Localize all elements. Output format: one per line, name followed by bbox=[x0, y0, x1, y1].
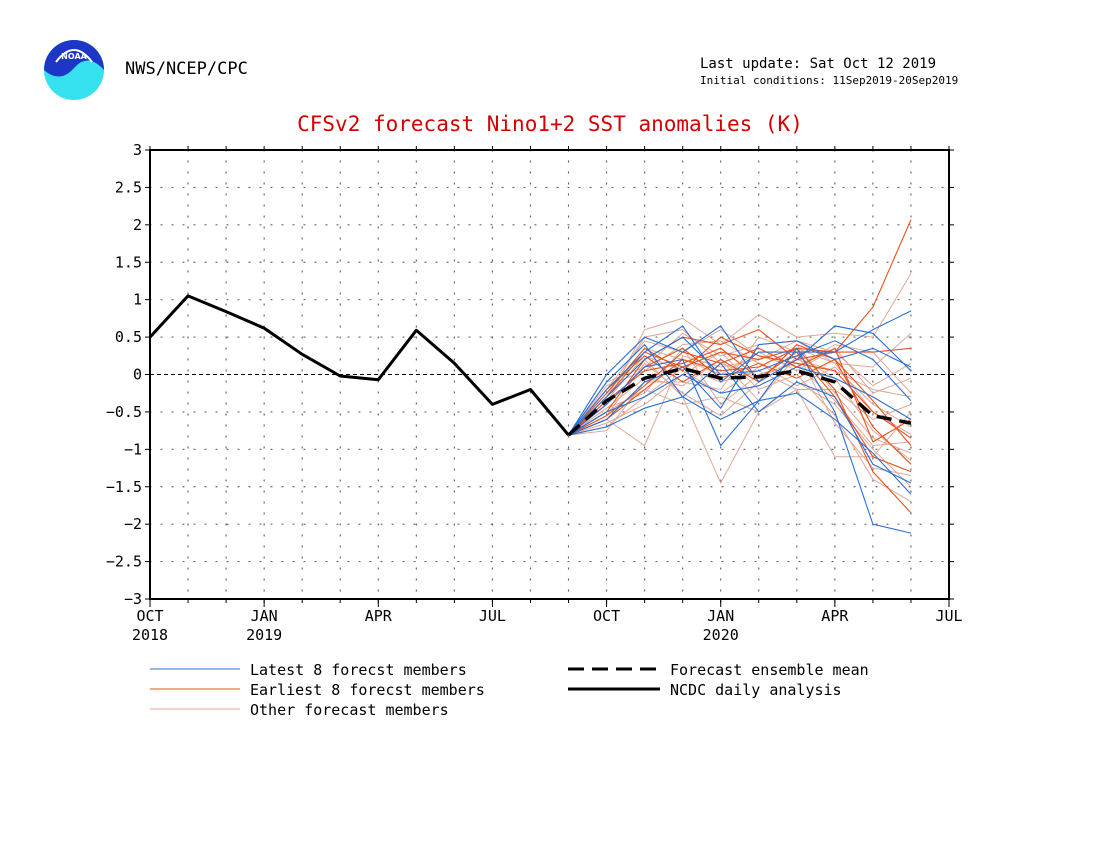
x-tick-label: OCT bbox=[593, 607, 620, 625]
y-tick-label: 2.5 bbox=[115, 178, 142, 196]
series-latest-member bbox=[568, 325, 912, 436]
y-tick-label: 0.5 bbox=[115, 328, 142, 346]
last-update: Last update: Sat Oct 12 2019 bbox=[700, 56, 937, 72]
legend: Latest 8 forecst members Earliest 8 fore… bbox=[150, 661, 869, 719]
y-tick-label: 1.5 bbox=[115, 253, 142, 271]
x-tick-year-label: 2020 bbox=[703, 626, 739, 644]
series-latest-member bbox=[568, 336, 912, 436]
series-ensemble-mean bbox=[567, 366, 912, 437]
y-tick-label: 1 bbox=[133, 291, 142, 309]
y-tick-label: −3 bbox=[124, 590, 142, 608]
initial-conditions: Initial conditions: 11Sep2019-20Sep2019 bbox=[700, 74, 959, 87]
plot-area: −3−2.5−2−1.5−1−0.500.511.522.53OCT2018JA… bbox=[106, 141, 963, 644]
legend-label-earliest: Earliest 8 forecst members bbox=[250, 681, 485, 699]
series-other-member bbox=[568, 329, 912, 436]
series-earliest-member bbox=[568, 343, 912, 446]
y-tick-label: −1 bbox=[124, 440, 142, 458]
y-tick-label: 2 bbox=[133, 216, 142, 234]
series-latest-member bbox=[568, 366, 912, 436]
x-tick-label: JAN bbox=[251, 607, 278, 625]
y-tick-label: −2.5 bbox=[106, 553, 142, 571]
chart-title: CFSv2 forecast Nino1+2 SST anomalies (K) bbox=[297, 112, 803, 136]
series-latest-member bbox=[568, 392, 912, 495]
y-tick-label: −0.5 bbox=[106, 403, 142, 421]
noaa-logo-text: NOAA bbox=[61, 52, 87, 61]
x-tick-label: JUL bbox=[479, 607, 506, 625]
x-tick-label: JAN bbox=[707, 607, 734, 625]
series-latest-member bbox=[568, 347, 912, 534]
y-tick-label: −2 bbox=[124, 515, 142, 533]
x-tick-label: APR bbox=[821, 607, 849, 625]
legend-label-latest: Latest 8 forecst members bbox=[250, 661, 467, 679]
legend-label-ncdc: NCDC daily analysis bbox=[670, 681, 842, 699]
y-tick-label: −1.5 bbox=[106, 478, 142, 496]
x-tick-label: APR bbox=[365, 607, 393, 625]
legend-label-other: Other forecast members bbox=[250, 701, 449, 719]
series-latest-member bbox=[568, 343, 912, 484]
series-other-member bbox=[568, 329, 912, 436]
series-latest-member bbox=[568, 310, 912, 436]
series-ncdc-analysis bbox=[148, 294, 570, 437]
legend-label-mean: Forecast ensemble mean bbox=[670, 661, 869, 679]
y-tick-label: 0 bbox=[133, 366, 142, 384]
x-tick-year-label: 2019 bbox=[246, 626, 282, 644]
y-tick-label: 3 bbox=[133, 141, 142, 159]
org-label: NWS/NCEP/CPC bbox=[125, 59, 248, 79]
x-tick-label: OCT bbox=[136, 607, 163, 625]
x-tick-year-label: 2018 bbox=[132, 626, 168, 644]
noaa-logo: NOAA bbox=[44, 40, 104, 100]
x-tick-label: JUL bbox=[935, 607, 962, 625]
